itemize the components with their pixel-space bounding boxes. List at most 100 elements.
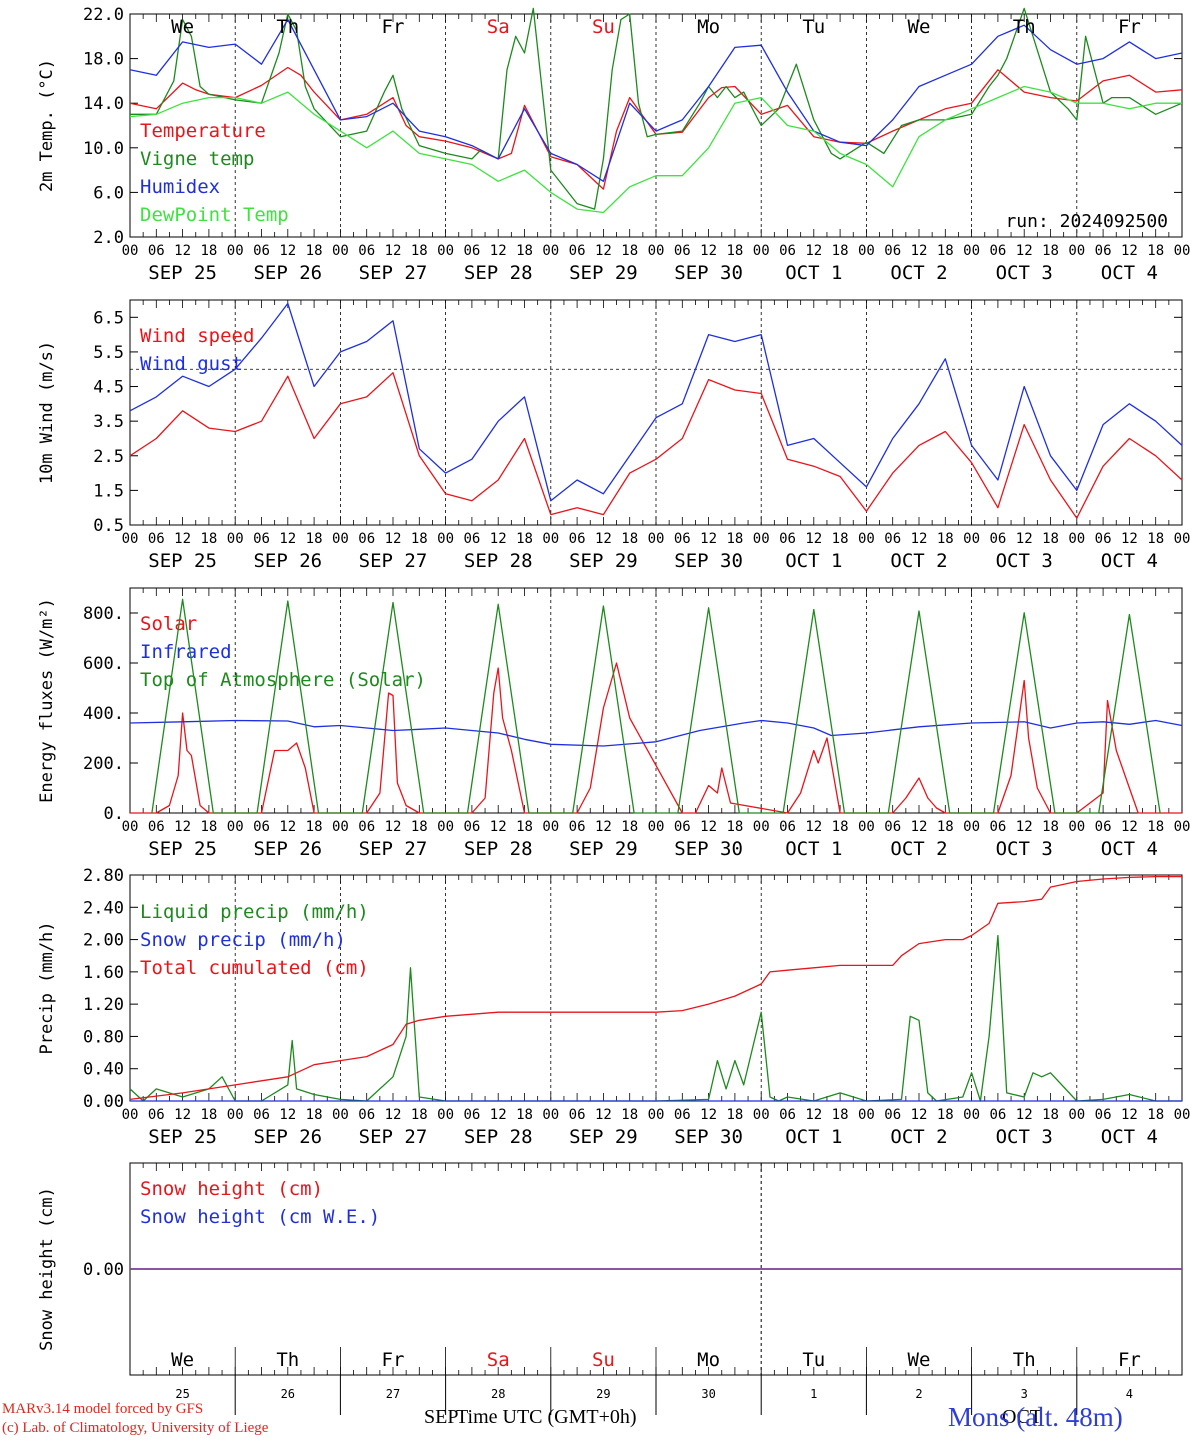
y-tick-label: 0.40 [83,1060,124,1080]
day-name-bottom: Th [276,1349,299,1371]
series-line-wind-speed [129,372,1183,519]
date-label: OCT 2 [890,550,947,572]
y-tick-label: 14.0 [83,94,124,114]
legend-entry: Snow precip (mm/h) [140,929,346,951]
hour-label: 06 [779,531,796,547]
day-name-bottom: We [171,1349,194,1371]
y-axis-title: Precip (mm/h) [37,921,57,1054]
day-name-bottom: Sa [487,1349,510,1371]
hour-label: 00 [753,531,770,547]
date-label: OCT 2 [890,1126,947,1148]
day-name-bottom: We [908,1349,931,1371]
series-line-humidex [129,18,1183,182]
y-axis-title: Energy fluxes (W/m²) [37,598,57,803]
series-line-temperature [129,66,1183,190]
hour-label: 00 [1068,243,1085,259]
hour-label: 00 [437,819,454,835]
hour-label: 06 [148,531,165,547]
hour-label: 06 [148,819,165,835]
day-name-top: Fr [382,16,405,38]
hour-label: 00 [1174,243,1191,259]
date-label: OCT 3 [996,262,1053,284]
hour-label: 00 [1068,819,1085,835]
y-tick-label: 1.60 [83,963,124,983]
hour-label: 12 [595,243,612,259]
y-tick-label: 3.5 [93,412,124,432]
hour-label: 12 [595,531,612,547]
hour-label: 12 [385,819,402,835]
date-label: SEP 26 [253,1126,322,1148]
station-label: Mons (alt. 48m) [948,1402,1123,1432]
series-line-infrared [129,719,1183,747]
hour-label: 00 [963,1107,980,1123]
hour-label: 18 [306,243,323,259]
series-line-total-cumulated-cm- [129,875,1182,1101]
month-left-label: SEP [424,1406,459,1428]
hour-label: 12 [1121,819,1138,835]
day-number: 30 [701,1387,715,1401]
y-tick-label: 2.00 [83,931,124,951]
day-number: 28 [491,1387,505,1401]
y-axis-title: 10m Wind (m/s) [37,341,57,484]
hour-label: 06 [989,1107,1006,1123]
hour-label: 06 [884,531,901,547]
run-annotation: run: 2024092500 [1005,211,1168,232]
panel-2-frame [129,299,1183,526]
date-label: SEP 30 [674,1126,743,1148]
legend-entry: Wind speed [140,325,254,347]
hour-label: 06 [674,243,691,259]
hour-label: 18 [832,243,849,259]
day-number: 1 [810,1387,817,1401]
hour-label: 18 [516,1107,533,1123]
day-name-bottom: Su [592,1349,615,1371]
hour-label: 18 [937,819,954,835]
date-label: SEP 26 [253,550,322,572]
x-axis-title: Time UTC (GMT+0h) [456,1406,637,1428]
hour-label: 06 [779,243,796,259]
hour-label: 06 [674,1107,691,1123]
date-label: OCT 4 [1101,262,1158,284]
date-label: OCT 2 [890,838,947,860]
hour-label: 12 [279,1107,296,1123]
date-label: OCT 1 [785,262,842,284]
date-label: OCT 4 [1101,1126,1158,1148]
date-label: OCT 4 [1101,550,1158,572]
date-label: OCT 4 [1101,838,1158,860]
day-name-top: Sa [487,16,510,38]
hour-label: 12 [1016,243,1033,259]
y-tick-label: 2.40 [83,898,124,918]
hour-label: 00 [1068,1107,1085,1123]
hour-label: 18 [1147,531,1164,547]
hour-label: 06 [148,243,165,259]
hour-label: 00 [648,1107,665,1123]
hour-label: 12 [1016,531,1033,547]
hour-label: 00 [1068,531,1085,547]
legend-entry: Total cumulated (cm) [140,957,369,979]
hour-label: 12 [174,531,191,547]
hour-label: 18 [726,531,743,547]
y-tick-label: 6.5 [93,308,124,328]
day-number: 4 [1126,1387,1133,1401]
hour-label: 00 [122,243,139,259]
hour-label: 00 [1174,531,1191,547]
y-tick-label: 1.20 [83,995,124,1015]
hour-label: 18 [621,819,638,835]
y-tick-label: 10.0 [83,139,124,159]
day-number: 26 [281,1387,295,1401]
hour-label: 06 [989,243,1006,259]
hour-label: 06 [1095,243,1112,259]
day-number: 2 [915,1387,922,1401]
hour-label: 12 [174,243,191,259]
hour-label: 18 [411,819,428,835]
hour-label: 00 [122,531,139,547]
series-line-top-of-atmosphere-solar- [151,598,1161,814]
day-number: 25 [175,1387,189,1401]
legend-entry: Infrared [140,641,232,663]
date-label: OCT 3 [996,838,1053,860]
date-label: OCT 1 [785,550,842,572]
hour-label: 12 [490,1107,507,1123]
hour-label: 00 [542,1107,559,1123]
date-label: SEP 27 [359,1126,428,1148]
day-name-bottom: Th [1013,1349,1036,1371]
